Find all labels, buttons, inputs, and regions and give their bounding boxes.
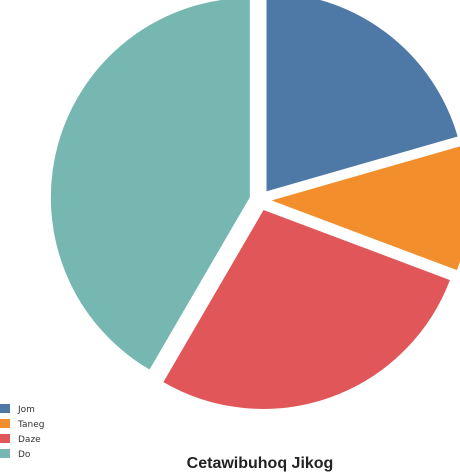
legend-label-taneg: Taneg [17, 420, 44, 430]
legend-swatch-taneg [0, 419, 10, 428]
legend-swatch-do [0, 449, 10, 458]
pie-slice-jom [265, 0, 459, 193]
legend-label-do: Do [18, 450, 31, 460]
legend-label-jom: Jom [17, 405, 35, 415]
pie-slice-do [49, 0, 251, 371]
chart-title: Cetawibuhoq Jikog [187, 455, 334, 472]
pie-slices [49, 0, 460, 410]
legend-swatch-jom [0, 404, 10, 413]
legend-label-daze: Daze [18, 435, 41, 445]
legend: Jom Taneg Daze Do [0, 404, 44, 460]
legend-swatch-daze [0, 434, 10, 443]
pie-slice-daze [162, 208, 452, 410]
pie-slice-taneg [268, 145, 460, 272]
